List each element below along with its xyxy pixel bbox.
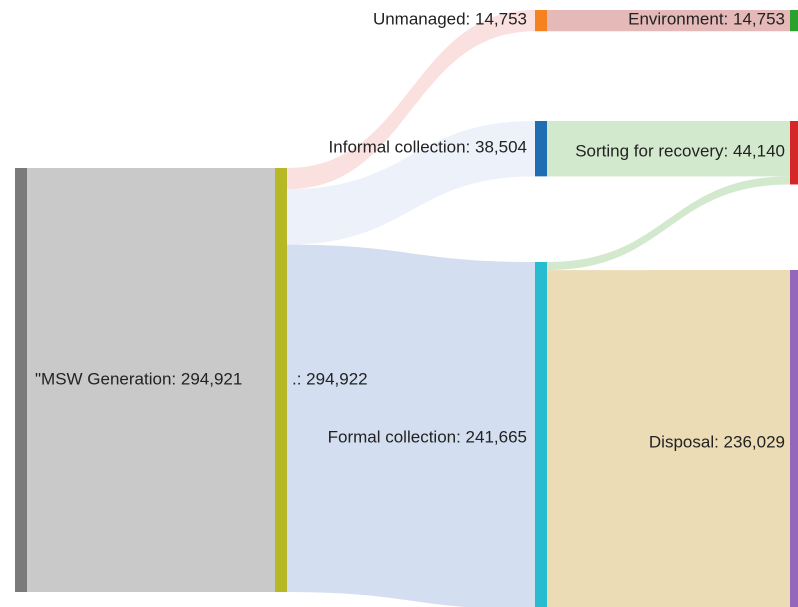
node [15,168,27,592]
link [547,270,790,607]
link [287,10,535,190]
link [27,168,275,592]
link [287,244,535,607]
node-label: .: 294,922 [292,369,368,388]
link [287,121,535,245]
node-label: Unmanaged: 14,753 [373,9,527,28]
link [547,176,790,271]
node [790,270,798,607]
node-label: Formal collection: 241,665 [328,427,527,446]
node-label: Disposal: 236,029 [649,432,785,451]
node [535,262,547,607]
node-label: Environment: 14,753 [628,9,785,28]
node [790,10,798,32]
node [535,121,547,177]
node-label: Sorting for recovery: 44,140 [575,141,785,160]
node [790,121,798,185]
node-label: Informal collection: 38,504 [329,137,527,156]
link [547,10,790,32]
link [547,121,790,177]
node [275,168,287,593]
node-label: "MSW Generation: 294,921 [35,369,242,388]
node [535,10,547,32]
